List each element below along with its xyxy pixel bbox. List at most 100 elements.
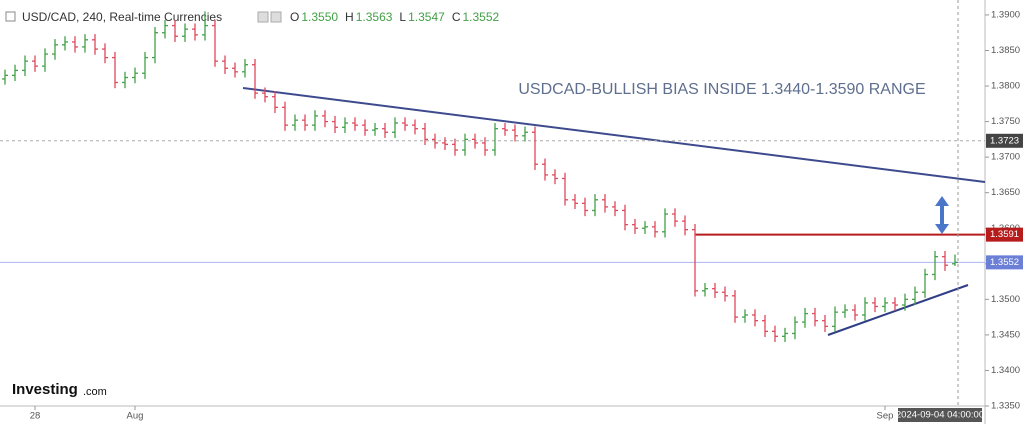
ohlc-bar <box>792 316 798 340</box>
ohlc-bar <box>812 307 818 327</box>
ohlc-bar <box>602 194 608 213</box>
ohlc-bar <box>642 221 648 234</box>
y-tick-label: 1.3650 <box>991 187 1020 198</box>
logo-main: Investing <box>12 381 78 398</box>
ohlc-bar <box>252 59 258 99</box>
ohlc-bar <box>702 282 708 297</box>
ohlc-bar <box>142 51 148 79</box>
x-tick-label: Aug <box>127 411 144 422</box>
ohlc-bar <box>532 126 538 170</box>
logo: Investing .com <box>12 381 107 398</box>
ohlc-bar <box>772 325 778 343</box>
ohlc-bar <box>872 297 878 313</box>
support-trendline <box>827 284 969 336</box>
ohlc-bar <box>22 55 28 77</box>
ohlc-bar <box>552 169 558 185</box>
ohlc-key: C <box>452 10 461 24</box>
x-tick-label: Sep <box>877 411 894 422</box>
ohlc-bar <box>682 215 688 236</box>
ohlc-bar <box>672 208 678 227</box>
ohlc-bar <box>522 126 528 142</box>
ohlc-bar <box>52 39 58 60</box>
ohlc-bar <box>732 290 738 323</box>
ohlc-bar <box>102 43 108 64</box>
crosshair-label: 2024-09-04 04:00:00 <box>896 410 984 421</box>
ohlc-bar <box>202 11 208 41</box>
ohlc-bar <box>842 304 848 318</box>
ohlc-bar <box>432 133 438 149</box>
ohlc-bar <box>62 36 68 51</box>
ohlc-bar <box>542 158 548 181</box>
ohlc-bar <box>262 87 268 103</box>
ohlc-bar <box>832 306 838 333</box>
price-label-box <box>986 133 1023 148</box>
ohlc-value: 1.3550 <box>301 10 338 24</box>
ohlc-bar <box>292 114 298 131</box>
ohlc-bar <box>482 137 488 156</box>
ohlc-bar <box>2 69 8 85</box>
y-tick-label: 1.3700 <box>991 152 1020 163</box>
ohlc-bar <box>932 250 938 281</box>
annotation: USDCAD-BULLISH BIAS INSIDE 1.3440-1.3590… <box>518 81 925 98</box>
ohlc-bar <box>582 197 588 217</box>
ohlc-bar <box>942 250 948 271</box>
ohlc-bar <box>562 172 568 206</box>
ohlc-bar <box>652 221 658 238</box>
ohlc-bar <box>322 110 328 128</box>
ohlc-bar <box>752 309 758 327</box>
price-label: 1.3723 <box>990 135 1019 146</box>
ohlc-bar <box>442 137 448 151</box>
ohlc-bar <box>122 71 128 89</box>
icon <box>257 11 269 23</box>
ohlc-bar <box>302 114 308 131</box>
x-tick-label: 28 <box>30 411 41 422</box>
ohlc-value: 1.3547 <box>408 10 445 24</box>
y-tick-label: 1.3450 <box>991 329 1020 340</box>
collapse-icon <box>5 11 16 22</box>
ohlc-bar <box>592 194 598 217</box>
ohlc-bar <box>392 117 398 138</box>
ohlc-bar <box>952 254 958 266</box>
ohlc-bar <box>422 123 428 146</box>
ohlc-bar <box>352 117 358 131</box>
ohlc-bar <box>502 123 508 136</box>
ohlc-bar <box>492 123 498 156</box>
price-label-box <box>986 227 1023 242</box>
ohlc-bar <box>112 51 118 89</box>
ohlc-bar <box>192 23 198 41</box>
ohlc-bar <box>892 297 898 311</box>
logo-suffix: .com <box>83 386 107 398</box>
ohlc-bar <box>42 48 48 72</box>
ohlc-bar <box>512 124 518 142</box>
ohlc-bar <box>382 123 388 138</box>
ohlc-bar <box>172 19 178 42</box>
ohlc-bar <box>612 201 618 217</box>
ohlc-bar <box>372 123 378 136</box>
ohlc-bar <box>272 91 278 114</box>
ohlc-bar <box>912 286 918 306</box>
ohlc-bar <box>822 314 828 333</box>
ohlc-bar <box>412 119 418 135</box>
ohlc-bar <box>212 19 218 67</box>
ohlc-bar <box>82 34 88 53</box>
y-tick-label: 1.3750 <box>991 116 1020 127</box>
ohlc-bar <box>312 110 318 131</box>
ohlc-bar <box>232 62 238 78</box>
ohlc-bar <box>922 268 928 298</box>
header: USD/CAD, 240, Real-time Currencies <box>5 10 282 24</box>
ohlc-bar <box>762 314 768 338</box>
ohlc-bar <box>882 297 888 313</box>
price-label: 1.3552 <box>990 257 1019 268</box>
ohlc-bar <box>242 59 248 78</box>
ohlc-bar <box>222 55 228 74</box>
ohlc-value: 1.3563 <box>356 10 393 24</box>
ohlc-key: H <box>345 10 354 24</box>
ohlc-bar <box>902 293 908 311</box>
ohlc-bar <box>342 117 348 133</box>
ohlc-bar <box>722 286 728 302</box>
ohlc-bar <box>452 138 458 156</box>
ohlc-bar <box>862 297 868 321</box>
ohlc-bar <box>332 115 338 133</box>
